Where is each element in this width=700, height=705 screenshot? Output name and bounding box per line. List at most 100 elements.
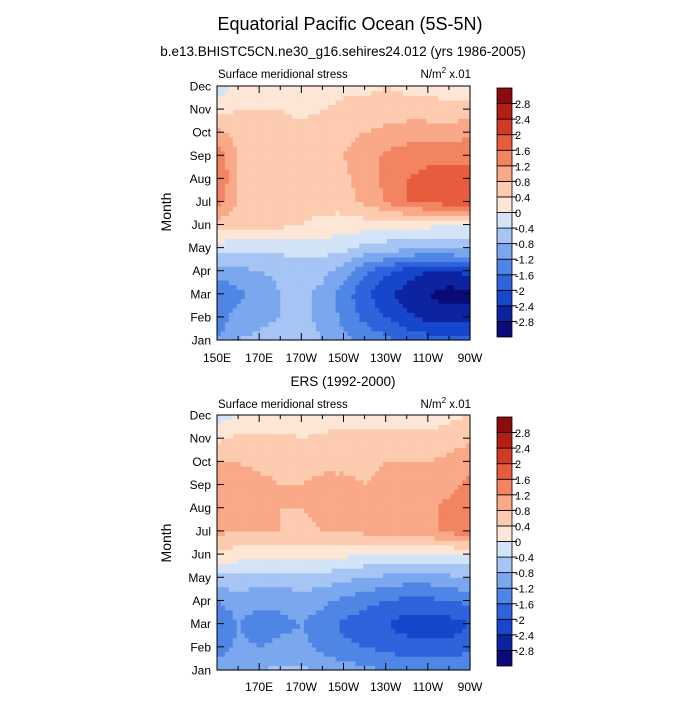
contour-cell (419, 174, 424, 179)
contour-cell (375, 624, 380, 629)
contour-cell (304, 331, 309, 336)
contour-cell (355, 188, 360, 193)
contour-cell (442, 137, 447, 142)
contour-cell (395, 308, 400, 313)
contour-cell (257, 610, 262, 615)
contour-cell (403, 582, 408, 587)
contour-cell (332, 183, 337, 188)
contour-cell (351, 95, 356, 100)
contour-cell (419, 610, 424, 615)
contour-cell (260, 289, 265, 294)
contour-cell (399, 151, 404, 156)
contour-cell (300, 109, 305, 114)
contour-cell (229, 280, 234, 285)
contour-cell (399, 206, 404, 211)
contour-cell (268, 628, 273, 633)
contour-cell (399, 257, 404, 262)
contour-cell (355, 155, 360, 160)
contour-cell (344, 266, 349, 271)
contour-cell (292, 628, 297, 633)
contour-cell (442, 118, 447, 123)
contour-cell (347, 165, 352, 170)
contour-cell (391, 211, 396, 216)
contour-cell (458, 275, 463, 280)
contour-cell (347, 596, 352, 601)
contour-cell (257, 605, 262, 610)
contour-cell (328, 238, 333, 243)
contour-cell (438, 266, 443, 271)
contour-cell (359, 326, 364, 331)
contour-cell (395, 109, 400, 114)
contour-cell (355, 628, 360, 633)
contour-cell (245, 610, 250, 615)
contour-cell (245, 206, 250, 211)
contour-cell (446, 285, 451, 290)
contour-cell (253, 587, 258, 592)
contour-cell (296, 600, 301, 605)
contour-cell (347, 651, 352, 656)
contour-cell (399, 628, 404, 633)
contour-cell (446, 141, 451, 146)
contour-cell (446, 137, 451, 142)
contour-cell (225, 638, 230, 643)
contour-cell (387, 322, 392, 327)
contour-cell (245, 215, 250, 220)
contour-cell (423, 285, 428, 290)
contour-cell (363, 229, 368, 234)
contour-cell (260, 220, 265, 225)
contour-cell (249, 600, 254, 605)
contour-cell (371, 633, 376, 638)
contour-cell (430, 192, 435, 197)
contour-cell (324, 610, 329, 615)
contour-cell (434, 591, 439, 596)
contour-cell (272, 285, 277, 290)
contour-cell (217, 109, 222, 114)
contour-cell (233, 118, 238, 123)
contour-cell (253, 211, 258, 216)
contour-cell (379, 220, 384, 225)
contour-cell (359, 289, 364, 294)
contour-cell (411, 577, 416, 582)
contour-cell (454, 289, 459, 294)
contour-cell (328, 614, 333, 619)
contour-cell (296, 229, 301, 234)
contour-cell (423, 610, 428, 615)
contour-cell (344, 642, 349, 647)
contour-cell (237, 155, 242, 160)
contour-cell (225, 614, 230, 619)
contour-cell (375, 100, 380, 105)
contour-cell (371, 215, 376, 220)
contour-cell (336, 132, 341, 137)
contour-cell (419, 308, 424, 313)
contour-cell (257, 280, 262, 285)
contour-cell (367, 132, 372, 137)
contour-cell (272, 651, 277, 656)
contour-cell (268, 280, 273, 285)
contour-cell (347, 317, 352, 322)
contour-cell (395, 257, 400, 262)
contour-cell (328, 220, 333, 225)
contour-cell (367, 619, 372, 624)
contour-cell (395, 95, 400, 100)
contour-cell (359, 141, 364, 146)
contour-cell (379, 587, 384, 592)
contour-cell (438, 303, 443, 308)
contour-cell (264, 183, 269, 188)
contour-cell (363, 215, 368, 220)
contour-cell (379, 614, 384, 619)
contour-cell (403, 605, 408, 610)
contour-cell (320, 229, 325, 234)
contour-cell (280, 234, 285, 239)
contour-cell (387, 114, 392, 119)
contour-cell (351, 610, 356, 615)
contour-cell (292, 183, 297, 188)
contour-cell (292, 573, 297, 578)
contour-cell (415, 661, 420, 666)
contour-cell (280, 160, 285, 165)
contour-cell (272, 642, 277, 647)
contour-cell (237, 322, 242, 327)
colorbar-label: 0 (515, 208, 521, 220)
contour-cell (221, 614, 226, 619)
contour-cell (351, 238, 356, 243)
contour-cell (217, 252, 222, 257)
